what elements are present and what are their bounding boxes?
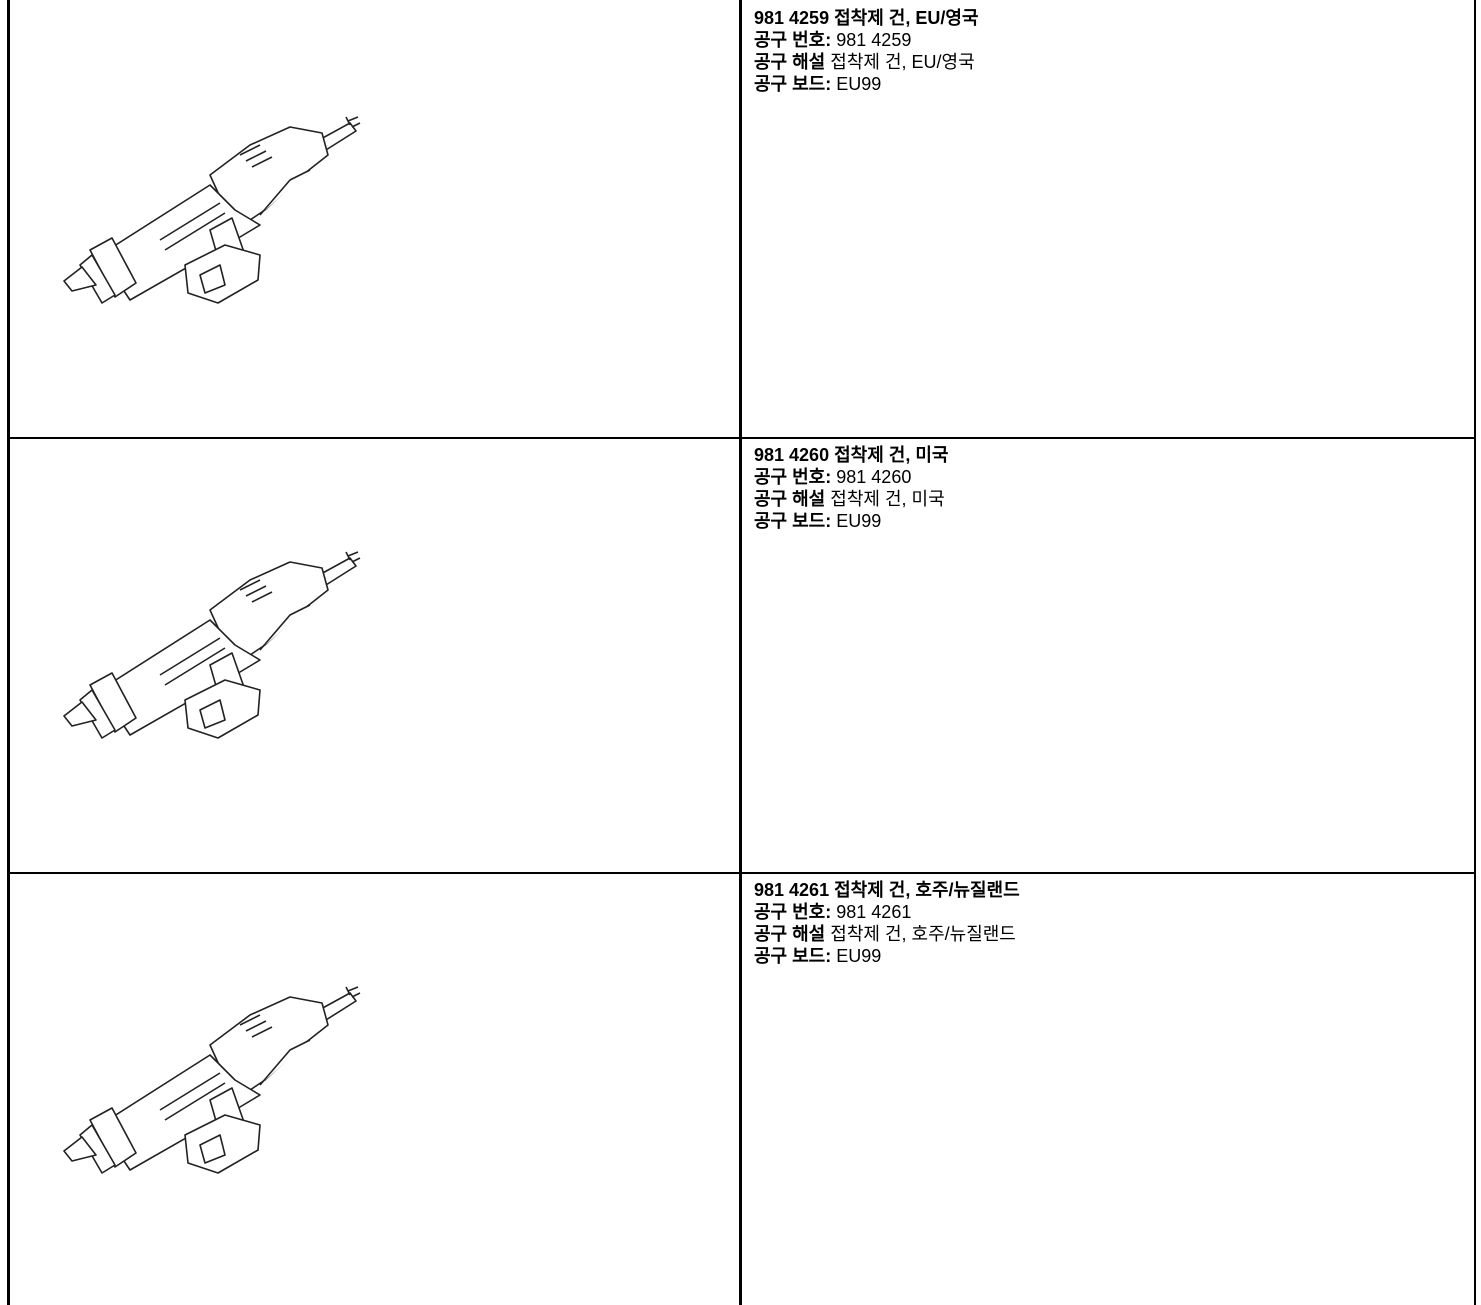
- tool-title: 981 4259 접착제 건, EU/영국: [754, 8, 979, 28]
- glue-gun-image: [60, 550, 370, 750]
- field-value: 981 4259: [836, 30, 912, 50]
- field-value: EU99: [836, 946, 882, 966]
- field-value: EU99: [836, 74, 882, 94]
- field-value: 981 4260: [836, 467, 912, 487]
- field-value: 접착제 건, 미국: [830, 489, 945, 509]
- field-label: 공구 해설: [754, 52, 826, 72]
- field-label: 공구 해설: [754, 924, 826, 944]
- table-border: [7, 0, 10, 1305]
- tool-title: 981 4260 접착제 건, 미국: [754, 445, 949, 465]
- field-value: 접착제 건, 호주/뉴질랜드: [830, 924, 1016, 944]
- field-value: 접착제 건, EU/영국: [830, 52, 975, 72]
- table-border: [7, 437, 1476, 439]
- table-border: [739, 0, 742, 1305]
- tool-title: 981 4261 접착제 건, 호주/뉴질랜드: [754, 880, 1020, 900]
- field-label: 공구 보드:: [754, 74, 832, 94]
- glue-gun-image: [60, 985, 370, 1185]
- field-label: 공구 번호:: [754, 30, 832, 50]
- table-border: [1474, 0, 1476, 1305]
- tool-info: 981 4260 접착제 건, 미국 공구 번호: 981 4260 공구 해설…: [754, 444, 948, 532]
- tool-info: 981 4261 접착제 건, 호주/뉴질랜드 공구 번호: 981 4261 …: [754, 879, 1020, 967]
- glue-gun-image: [60, 115, 370, 315]
- field-label: 공구 번호:: [754, 902, 832, 922]
- field-value: 981 4261: [836, 902, 912, 922]
- field-label: 공구 보드:: [754, 511, 832, 531]
- table-border: [7, 872, 1476, 874]
- field-value: EU99: [836, 511, 882, 531]
- tool-info: 981 4259 접착제 건, EU/영국 공구 번호: 981 4259 공구…: [754, 7, 978, 95]
- field-label: 공구 보드:: [754, 946, 832, 966]
- field-label: 공구 해설: [754, 489, 826, 509]
- field-label: 공구 번호:: [754, 467, 832, 487]
